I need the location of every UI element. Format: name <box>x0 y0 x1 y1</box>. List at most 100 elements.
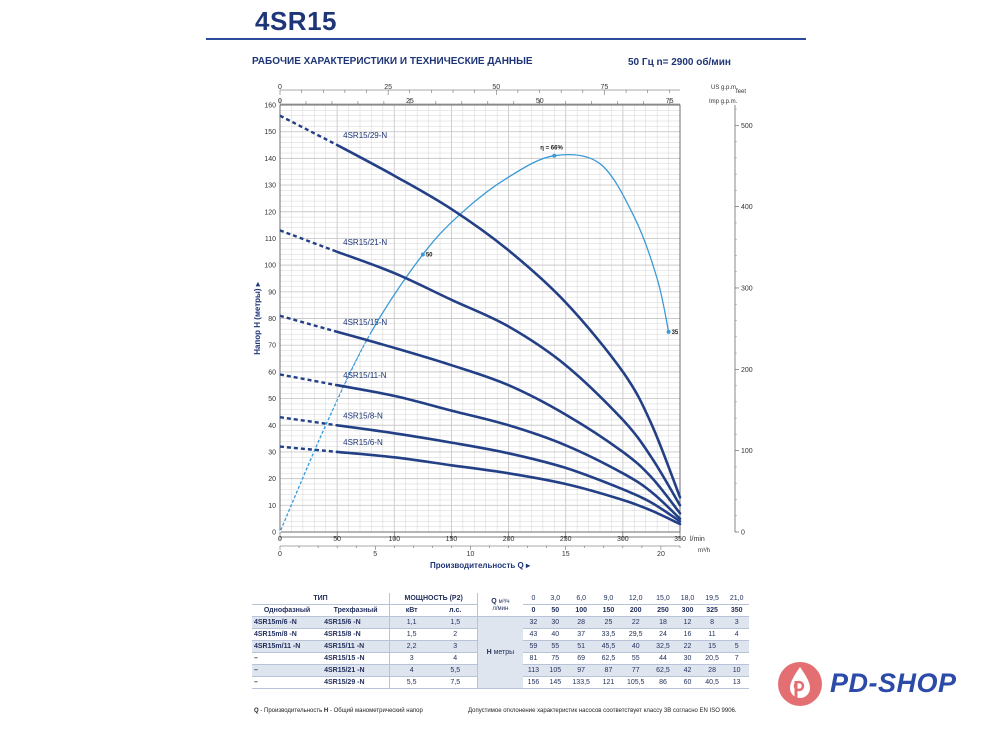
pump-curve-solid <box>335 143 682 499</box>
impgpm-unit-label: Imp g.p.m. <box>709 99 738 105</box>
model-three-phase: 4SR15/8 -N <box>322 628 391 641</box>
head-value-cell: 16 <box>675 628 700 641</box>
lmin-tick-label: 50 <box>333 536 341 543</box>
q-unit-m3h: м³/ч <box>498 598 510 605</box>
usgpm-tick-label: 0 <box>278 84 282 91</box>
footer-tolerance-note: Допустимое отклонение характеристик насо… <box>468 708 737 714</box>
chart-axes: 0102030405060708090100110120130140150160… <box>253 84 753 570</box>
flow-lmin-cell: 325 <box>699 604 725 617</box>
y-tick-label: 70 <box>268 343 276 350</box>
plot-frame <box>279 104 681 533</box>
table-row: 4SR15m/6 -N 4SR15/6 -N 1,1 1,5 H метры 32 30 28… <box>252 616 749 689</box>
flow-m3h-cell: 19,5 <box>699 593 725 605</box>
footer-h-text: - Общий манометрический напор <box>328 708 423 714</box>
table-row: –4SR15/29 -N 5,5 7,5 156 145 133,5 121 105,5 86 6… <box>252 676 749 689</box>
y-tick-label: 40 <box>268 423 276 430</box>
head-value-cell: 7 <box>724 652 749 665</box>
table-row: –4SR15/21 -N 4 5,5 113 105 97 87 77 62,5 42 28 10 <box>252 664 749 677</box>
pump-curve-dashed <box>279 229 338 253</box>
q-unit-lmin: л/мин <box>492 605 509 612</box>
m3h-tick-label: 10 <box>467 551 475 558</box>
header-single-phase: Однофазный <box>252 604 323 617</box>
curve-label: 4SR15/8-N <box>343 411 383 420</box>
q-units: м³/ч л/мин <box>492 599 509 612</box>
chart-grid <box>279 104 681 533</box>
header-kw: кВт <box>389 604 434 617</box>
flow-lmin-cell: 350 <box>724 604 749 617</box>
flow-m3h-cell: 18,0 <box>675 593 700 605</box>
head-value-cell: 15 <box>699 640 725 653</box>
head-value-cell: 62,5 <box>596 652 621 665</box>
brand-logo <box>778 662 822 706</box>
power-hp: 7,5 <box>433 676 479 689</box>
header-h: H метры <box>477 616 523 689</box>
pump-curves <box>279 114 682 526</box>
y-tick-label: 90 <box>268 289 276 296</box>
head-value-cell: 59 <box>522 640 545 653</box>
efficiency-dash-overlay <box>279 331 373 533</box>
footer-q-text: - Производительность <box>258 708 324 714</box>
head-value-cell: 5 <box>724 640 749 653</box>
header-three-phase: Трехфазный <box>322 604 391 617</box>
y-tick-label: 130 <box>264 183 276 190</box>
head-value-cell: 55 <box>544 640 567 653</box>
pump-curve-solid <box>335 330 682 515</box>
feet-unit-label: feet <box>736 89 746 95</box>
lmin-tick-label: 300 <box>617 536 629 543</box>
pump-curve-solid <box>335 450 682 526</box>
head-value-cell: 42 <box>675 664 700 677</box>
head-value-cell: 28 <box>566 616 597 629</box>
curve-label: 4SR15/15-N <box>343 318 387 327</box>
head-value-cell: 156 <box>522 676 545 689</box>
usgpm-tick-label: 75 <box>601 84 609 91</box>
y-tick-label: 20 <box>268 476 276 483</box>
head-value-cell: 10 <box>724 664 749 677</box>
head-value-cell: 8 <box>699 616 725 629</box>
impgpm-tick-label: 75 <box>666 98 674 105</box>
feet-tick-label: 0 <box>741 530 745 537</box>
table-subheader-row: Однофазный Трехфазный кВт л.с. 0 50 100 150 200 2… <box>252 604 749 617</box>
head-value-cell: 22 <box>675 640 700 653</box>
flow-lmin-cell: 0 <box>522 604 545 617</box>
head-value-cell: 97 <box>566 664 597 677</box>
head-value-cell: 44 <box>650 652 676 665</box>
feet-tick-label: 400 <box>741 204 753 211</box>
head-value-cell: 29,5 <box>620 628 651 641</box>
flow-m3h-cell: 12,0 <box>620 593 651 605</box>
head-value-cell: 86 <box>650 676 676 689</box>
power-hp: 2 <box>433 628 479 641</box>
y-tick-label: 30 <box>268 449 276 456</box>
flow-m3h-cell: 0 <box>522 593 545 605</box>
y-tick-label: 120 <box>264 209 276 216</box>
flow-m3h-cell: 6,0 <box>566 593 597 605</box>
power-kw: 5,5 <box>389 676 434 689</box>
model-three-phase: 4SR15/21 -N <box>322 664 391 677</box>
head-value-cell: 22 <box>620 616 651 629</box>
y-tick-label: 50 <box>268 396 276 403</box>
efficiency-point <box>666 329 671 334</box>
usgpm-unit-label: US g.p.m. <box>711 85 738 91</box>
y-tick-label: 0 <box>272 530 276 537</box>
model-single-phase: – <box>252 652 323 665</box>
power-kw: 1,5 <box>389 628 434 641</box>
x-axis-title: Производительность Q ▸ <box>430 561 531 570</box>
head-value-cell: 11 <box>699 628 725 641</box>
head-value-cell: 87 <box>596 664 621 677</box>
efficiency-point <box>552 153 557 158</box>
m3h-tick-label: 15 <box>562 551 570 558</box>
power-kw: 3 <box>389 652 434 665</box>
model-single-phase: – <box>252 664 323 677</box>
flow-lmin-cell: 200 <box>620 604 651 617</box>
m3h-tick-label: 20 <box>657 551 665 558</box>
m3h-tick-label: 0 <box>278 551 282 558</box>
power-hp: 5,5 <box>433 664 479 677</box>
table-row: 4SR15m/8 -N 4SR15/8 -N 1,5 2 43 40 37 33,5 29,5 2… <box>252 628 749 641</box>
drop-p-bowl <box>793 680 805 692</box>
head-value-cell: 33,5 <box>596 628 621 641</box>
table-row: –4SR15/15 -N 3 4 81 75 69 62,5 55 44 30 20,5 7 <box>252 652 749 665</box>
head-value-cell: 4 <box>724 628 749 641</box>
head-value-cell: 13 <box>724 676 749 689</box>
model-single-phase: 4SR15m/11 -N <box>252 640 323 653</box>
power-hp: 3 <box>433 640 479 653</box>
pump-curve-dashed <box>279 373 338 387</box>
